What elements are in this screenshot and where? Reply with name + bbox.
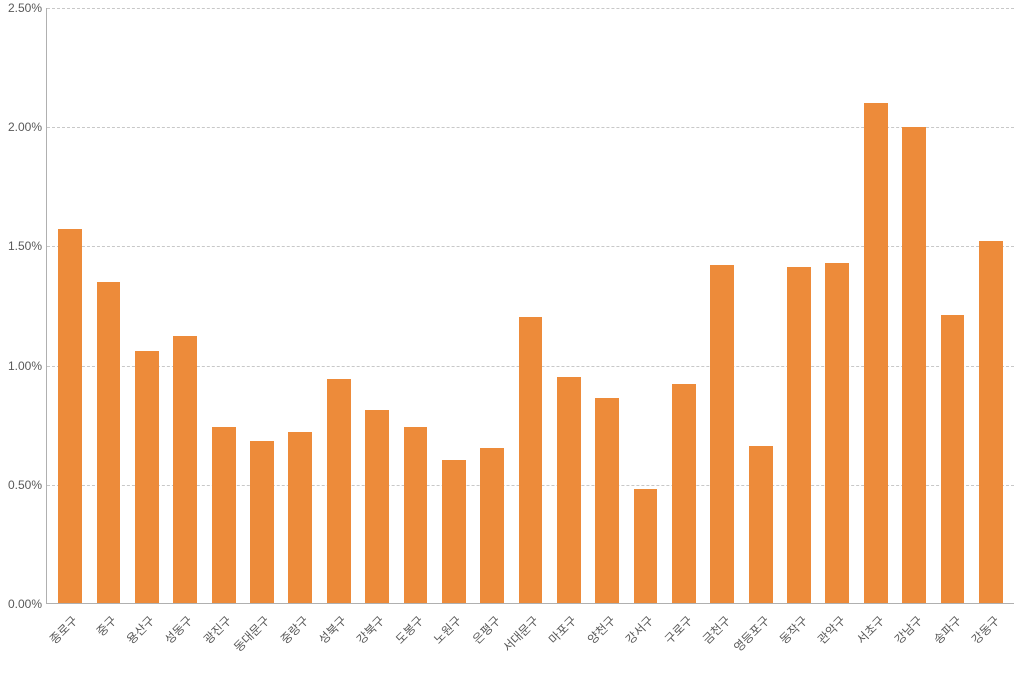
bar-chart: 0.00%0.50%1.00%1.50%2.00%2.50% 종로구중구용산구성…: [0, 0, 1024, 673]
bar-slot: [818, 8, 856, 603]
bar-slot: [281, 8, 319, 603]
x-label-slot: 종로구: [50, 606, 88, 666]
x-label-slot: 강남구: [895, 606, 933, 666]
bar: [480, 448, 504, 603]
x-label-slot: 구로구: [665, 606, 703, 666]
bar: [557, 377, 581, 603]
bar: [941, 315, 965, 603]
x-label-slot: 노원구: [434, 606, 472, 666]
bar: [864, 103, 888, 603]
y-tick-label: 1.00%: [2, 359, 42, 373]
bar-slot: [780, 8, 818, 603]
bar: [442, 460, 466, 603]
y-tick-label: 2.00%: [2, 120, 42, 134]
plot-area: [46, 8, 1014, 604]
bar: [135, 351, 159, 603]
bar-slot: [933, 8, 971, 603]
bar-slot: [895, 8, 933, 603]
x-label-slot: 강서구: [626, 606, 664, 666]
bar: [97, 282, 121, 603]
x-label-slot: 강동구: [972, 606, 1010, 666]
bar-slot: [128, 8, 166, 603]
x-label-slot: 동작구: [780, 606, 818, 666]
y-tick-label: 0.50%: [2, 478, 42, 492]
x-label-slot: 강북구: [357, 606, 395, 666]
bar-slot: [358, 8, 396, 603]
bar-slot: [741, 8, 779, 603]
bar-slot: [166, 8, 204, 603]
bar: [404, 427, 428, 603]
bar-slot: [396, 8, 434, 603]
bar-slot: [665, 8, 703, 603]
bar: [902, 127, 926, 603]
bar: [672, 384, 696, 603]
x-label-slot: 성동구: [165, 606, 203, 666]
x-label-slot: 중구: [88, 606, 126, 666]
bar: [787, 267, 811, 603]
bar: [979, 241, 1003, 603]
bar-slot: [972, 8, 1010, 603]
y-tick-label: 1.50%: [2, 239, 42, 253]
x-label-slot: 관악구: [818, 606, 856, 666]
x-label-slot: 성북구: [319, 606, 357, 666]
x-label-slot: 중랑구: [280, 606, 318, 666]
bar: [58, 229, 82, 603]
y-tick-label: 2.50%: [2, 1, 42, 15]
x-label-slot: 영등포구: [741, 606, 779, 666]
bar-slot: [435, 8, 473, 603]
bar: [519, 317, 543, 603]
bar-slot: [473, 8, 511, 603]
bar-slot: [550, 8, 588, 603]
x-label-slot: 송파구: [933, 606, 971, 666]
bar: [173, 336, 197, 603]
x-axis-labels: 종로구중구용산구성동구광진구동대문구중랑구성북구강북구도봉구노원구은평구서대문구…: [46, 606, 1014, 666]
bars-group: [47, 8, 1014, 603]
bar: [250, 441, 274, 603]
bar-slot: [89, 8, 127, 603]
bar: [825, 263, 849, 603]
bar: [595, 398, 619, 603]
x-label-slot: 서대문구: [511, 606, 549, 666]
bar-slot: [511, 8, 549, 603]
bar: [710, 265, 734, 603]
bar: [288, 432, 312, 603]
bar-slot: [857, 8, 895, 603]
x-label-slot: 양천구: [588, 606, 626, 666]
x-label-slot: 동대문구: [242, 606, 280, 666]
bar-slot: [626, 8, 664, 603]
x-label-slot: 도봉구: [396, 606, 434, 666]
x-label-slot: 서초구: [857, 606, 895, 666]
bar: [634, 489, 658, 603]
bar-slot: [51, 8, 89, 603]
x-label-slot: 마포구: [549, 606, 587, 666]
bar-slot: [588, 8, 626, 603]
bar-slot: [703, 8, 741, 603]
bar-slot: [320, 8, 358, 603]
bar: [327, 379, 351, 603]
bar: [749, 446, 773, 603]
bar: [212, 427, 236, 603]
bar-slot: [243, 8, 281, 603]
y-tick-label: 0.00%: [2, 597, 42, 611]
bar: [365, 410, 389, 603]
x-label-slot: 용산구: [127, 606, 165, 666]
bar-slot: [204, 8, 242, 603]
